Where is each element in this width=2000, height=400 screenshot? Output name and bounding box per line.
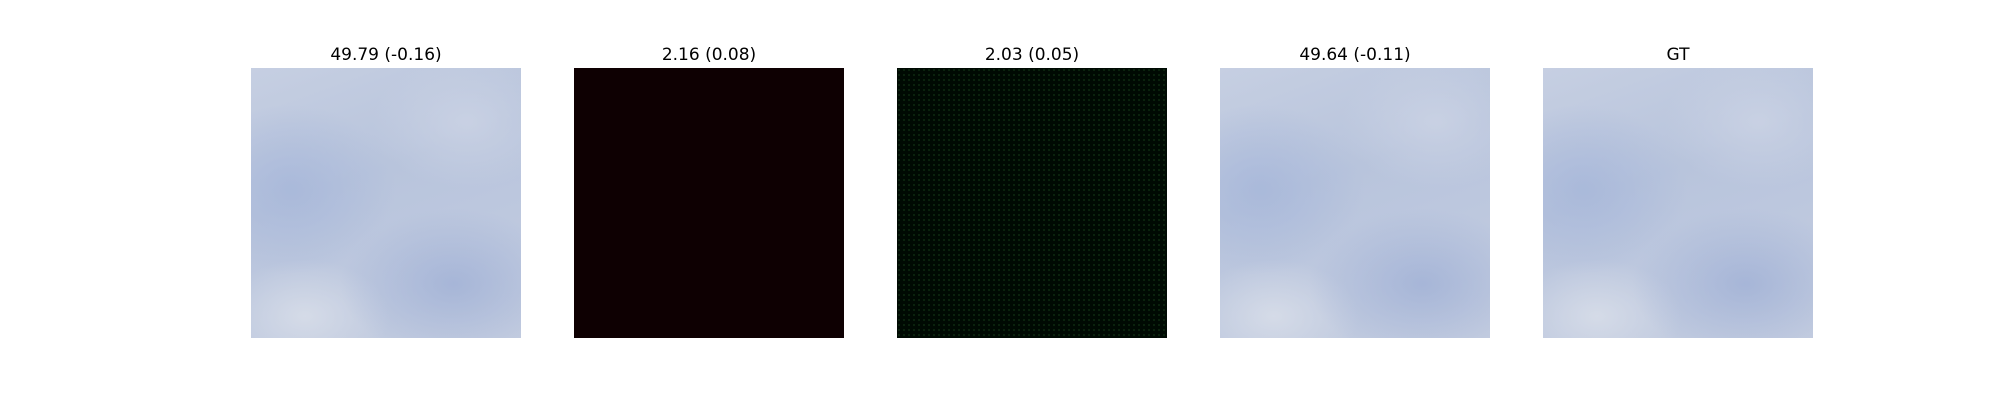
- panel-1: 49.79 (-0.16): [251, 42, 521, 338]
- dark-red-image: [574, 68, 844, 338]
- panel-title: GT: [1666, 45, 1690, 65]
- panel-3: 2.03 (0.05): [897, 42, 1167, 338]
- sky-image: [1220, 68, 1490, 338]
- panel-title: 49.64 (-0.11): [1299, 45, 1411, 65]
- panel-title: 49.79 (-0.16): [330, 45, 442, 65]
- ground-truth-image: [1543, 68, 1813, 338]
- panel-title: 2.16 (0.08): [661, 45, 757, 65]
- panel-4: 49.64 (-0.11): [1220, 42, 1490, 338]
- panel-2: 2.16 (0.08): [574, 42, 844, 338]
- sky-image: [251, 68, 521, 338]
- panel-5: GT: [1543, 42, 1813, 338]
- dark-green-image: [897, 68, 1167, 338]
- panel-title: 2.03 (0.05): [984, 45, 1080, 65]
